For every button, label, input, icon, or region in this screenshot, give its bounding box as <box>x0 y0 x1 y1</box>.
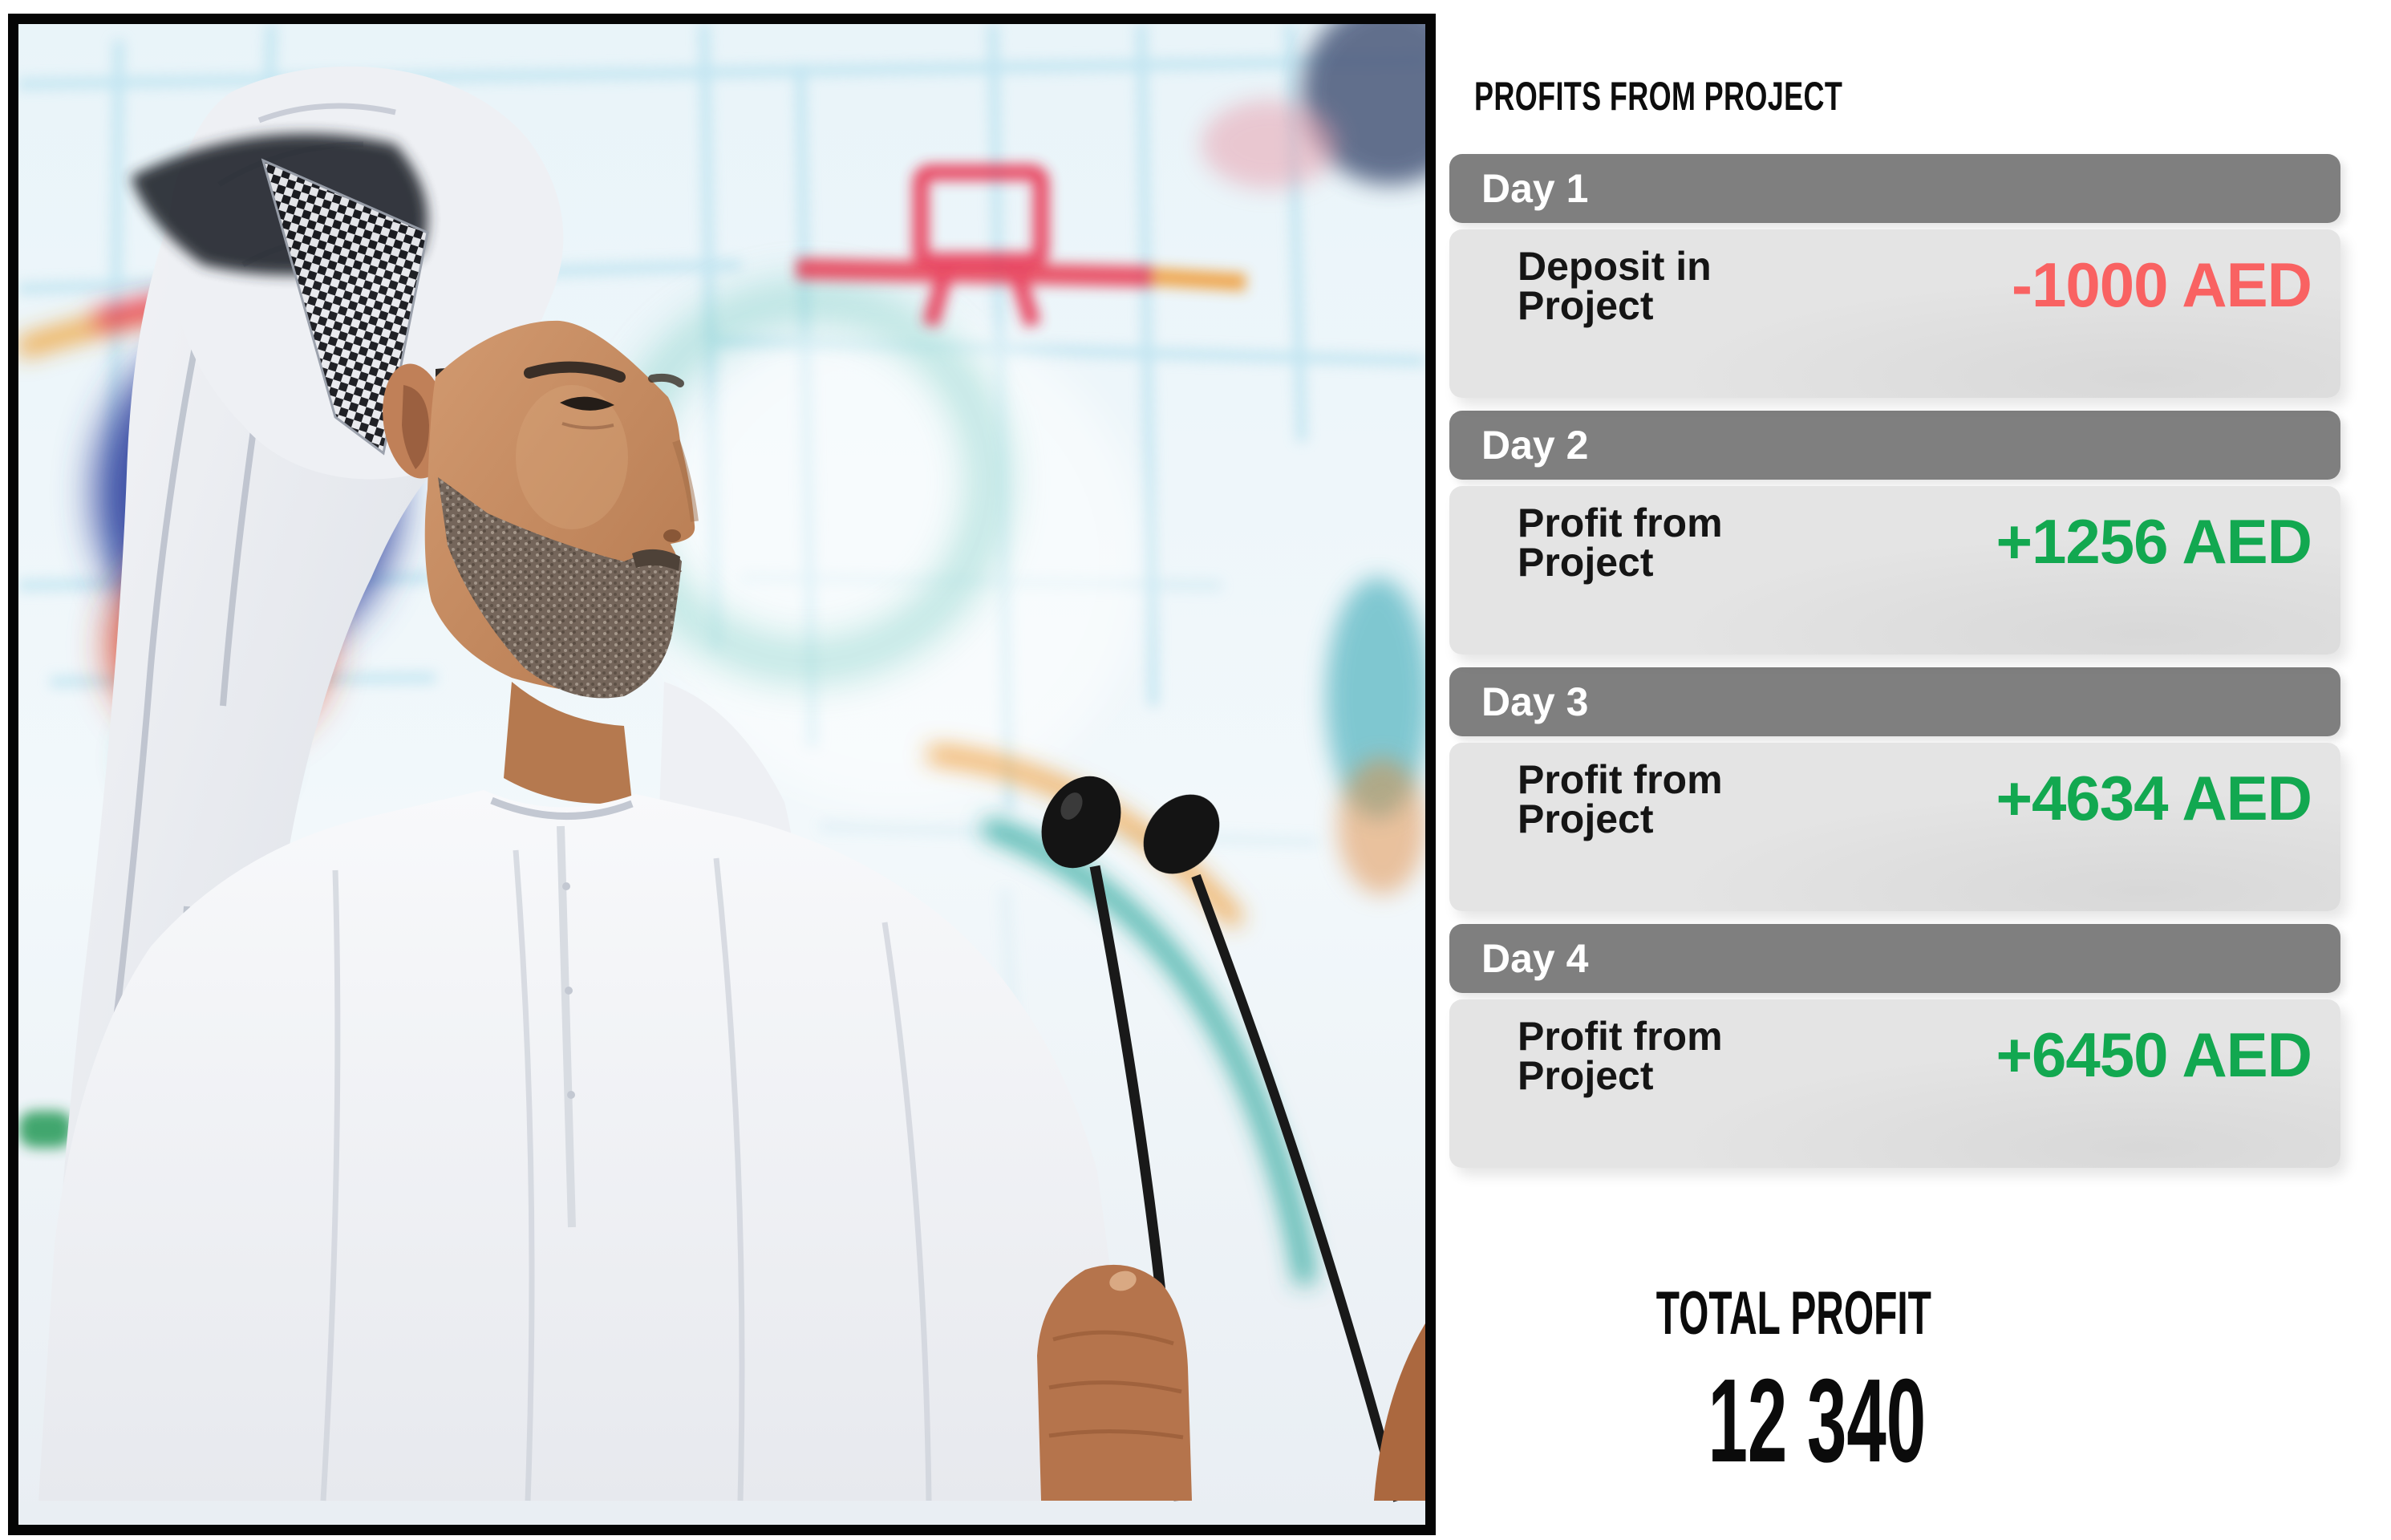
total-profit-label: TOTAL PROFIT <box>1655 1279 1931 1348</box>
profit-card-day1: Day 1 Deposit in Project -1000 AED <box>1449 154 2340 398</box>
green-mark <box>18 1111 73 1148</box>
collar <box>490 796 634 820</box>
entry-label: Profit from Project <box>1518 1014 1723 1098</box>
speaker-photo-illustration <box>18 24 1425 1525</box>
day-header: Day 4 <box>1449 924 2340 993</box>
card-body: Profit from Project +6450 AED <box>1449 999 2340 1168</box>
forearm <box>1374 1323 1425 1501</box>
red-icon <box>796 164 1246 327</box>
eye <box>560 396 614 411</box>
checkered-band <box>261 158 429 456</box>
card-body: Profit from Project +1256 AED <box>1449 486 2340 654</box>
page-title: PROFITS FROM PROJECT <box>1474 74 1843 119</box>
amount-value: +4634 AED <box>1996 763 2312 833</box>
amount-value: -1000 AED <box>2012 249 2312 320</box>
nose <box>672 440 699 522</box>
orange-edge-blur <box>1338 758 1425 894</box>
card-body: Profit from Project +4634 AED <box>1449 743 2340 911</box>
day-label: Day 3 <box>1481 679 1589 724</box>
total-profit-value: 12 340 <box>1708 1355 1926 1487</box>
profit-card-day2: Day 2 Profit from Project +1256 AED <box>1449 411 2340 654</box>
fingernail <box>1109 1270 1137 1291</box>
microphone-icon-2 <box>1143 794 1403 1502</box>
entry-label: Profit from Project <box>1518 500 1723 585</box>
mustache <box>632 549 680 571</box>
eyebrow <box>524 361 626 383</box>
neck <box>504 682 632 804</box>
profit-card-day4: Day 4 Profit from Project +6450 AED <box>1449 924 2340 1168</box>
speaker-figure <box>38 66 1425 1502</box>
card-body: Deposit in Project -1000 AED <box>1449 229 2340 398</box>
day-label: Day 4 <box>1481 936 1589 981</box>
speaker-photo <box>8 14 1436 1535</box>
bokeh-highlight <box>648 313 1145 810</box>
day-header: Day 2 <box>1449 411 2340 480</box>
teal-edge-blur <box>1326 578 1425 818</box>
day-header: Day 1 <box>1449 154 2340 223</box>
entry-label: Profit from Project <box>1518 757 1723 841</box>
amount-value: +1256 AED <box>1996 506 2312 577</box>
amount-value: +6450 AED <box>1996 1019 2312 1090</box>
kandura-robe <box>38 790 1141 1502</box>
day-label: Day 1 <box>1481 166 1589 211</box>
day-header: Day 3 <box>1449 667 2340 736</box>
profit-cards: Day 1 Deposit in Project -1000 AED Day 2… <box>1449 154 2340 1181</box>
placket <box>557 825 576 1228</box>
pink-corner-blur <box>1202 100 1338 188</box>
hand <box>1037 1264 1192 1501</box>
profit-card-day3: Day 3 Profit from Project +4634 AED <box>1449 667 2340 911</box>
beard <box>438 477 682 699</box>
day-label: Day 2 <box>1481 423 1589 468</box>
entry-label: Deposit in Project <box>1518 244 1712 328</box>
